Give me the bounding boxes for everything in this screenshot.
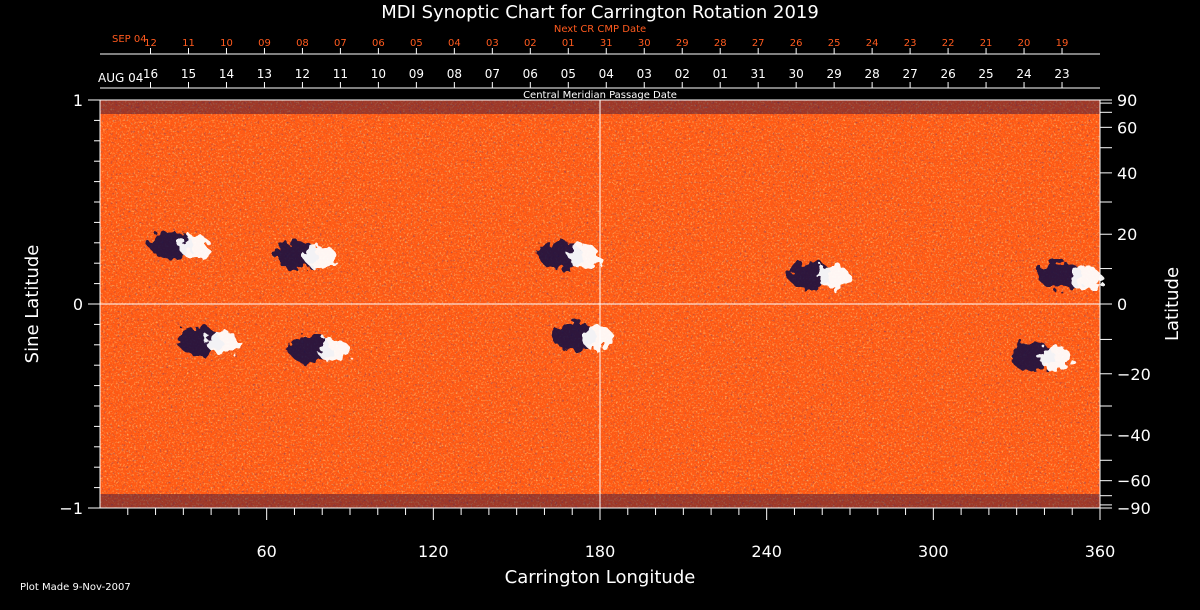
cmp-date-label: 04 <box>599 67 614 81</box>
cmp-date-label: 02 <box>675 67 690 81</box>
next-cr-date-label: 23 <box>904 38 917 49</box>
next-cr-date-label: 02 <box>524 38 537 49</box>
cmp-date-label: 30 <box>789 67 804 81</box>
next-cr-date-label: 21 <box>980 38 993 49</box>
cmp-date-label: 26 <box>940 67 955 81</box>
next-cr-date-label: 27 <box>752 38 765 49</box>
next-cr-date-label: 11 <box>182 38 195 49</box>
cmp-date-axis: 16 15 14 13 12 11 10 09 08 07 06 05 04 03 02 01 31 30 29 28… <box>100 67 1100 89</box>
next-cr-date-label: 19 <box>1056 38 1069 49</box>
cmp-date-label: 24 <box>1016 67 1031 81</box>
cmp-date-label: 07 <box>485 67 500 81</box>
cmp-date-label: 13 <box>257 67 272 81</box>
next-cr-date-label: 12 <box>144 38 157 49</box>
longitude-axis: 60 120 180 240 300 360 <box>100 507 1116 561</box>
y-right-tick-label: −60 <box>1117 472 1151 491</box>
cmp-date-label: 05 <box>561 67 576 81</box>
y-axis-left-title: Sine Latitude <box>22 245 43 364</box>
region-positive <box>179 234 212 259</box>
next-cr-date-label: 06 <box>372 38 385 49</box>
cmp-date-label: 29 <box>827 67 842 81</box>
y-left-tick-label: 1 <box>73 91 83 110</box>
cmp-date-label: 10 <box>371 67 386 81</box>
y-right-tick-label: −40 <box>1117 426 1151 445</box>
y-right-tick-label: 60 <box>1117 118 1137 137</box>
cmp-date-label: 11 <box>333 67 348 81</box>
plot-made-note: Plot Made 9-Nov-2007 <box>20 582 131 593</box>
y-left-tick-label: −1 <box>59 499 83 518</box>
cmp-date-label: 27 <box>902 67 917 81</box>
cmp-date-label: 06 <box>523 67 538 81</box>
next-cr-date-label: 03 <box>486 38 499 49</box>
sine-latitude-axis: 1 0 −1 <box>59 91 101 518</box>
region-positive <box>318 338 351 363</box>
next-cr-date-label: 04 <box>448 38 461 49</box>
latitude-axis: 90 60 40 20 0 −20 −40 −60 −90 <box>1099 91 1151 518</box>
x-tick-label: 60 <box>256 542 276 561</box>
cmp-date-label: 12 <box>295 67 310 81</box>
next-cr-axis: 12 11 10 09 08 07 06 05 04 03 02 01 31 30 29 28 27 26 25 24… <box>100 38 1100 55</box>
next-cr-date-label: 01 <box>562 38 575 49</box>
next-cr-date-label: 25 <box>828 38 841 49</box>
region-positive <box>568 245 601 270</box>
next-cr-date-label: 24 <box>866 38 879 49</box>
next-cr-date-label: 22 <box>942 38 955 49</box>
y-right-tick-label: −90 <box>1117 499 1151 518</box>
cmp-date-label: 08 <box>447 67 462 81</box>
next-cr-date-label: 10 <box>220 38 233 49</box>
y-right-tick-label: −20 <box>1117 365 1151 384</box>
x-axis-title: Carrington Longitude <box>505 567 696 588</box>
next-cr-date-label: 28 <box>714 38 727 49</box>
cmp-start-label: AUG 04 <box>98 71 143 85</box>
region-positive <box>304 245 337 270</box>
region-positive <box>1040 347 1073 372</box>
active-regions <box>149 230 1101 372</box>
region-positive <box>207 330 240 355</box>
x-tick-label: 240 <box>751 542 782 561</box>
chart-title: MDI Synoptic Chart for Carrington Rotati… <box>381 2 819 23</box>
y-left-tick-label: 0 <box>73 295 83 314</box>
x-tick-label: 360 <box>1085 542 1116 561</box>
next-cr-date-label: 05 <box>410 38 423 49</box>
cmp-axis-label: Central Meridian Passage Date <box>523 90 677 101</box>
region-positive <box>818 265 851 290</box>
x-tick-label: 180 <box>585 542 616 561</box>
next-cr-start-label: SEP 04 <box>112 34 147 45</box>
next-cr-date-label: 29 <box>676 38 689 49</box>
y-axis-right-title: Latitude <box>1162 267 1183 341</box>
cmp-date-label: 09 <box>409 67 424 81</box>
next-cr-date-label: 31 <box>600 38 613 49</box>
next-cr-date-label: 09 <box>258 38 271 49</box>
cmp-date-label: 03 <box>637 67 652 81</box>
cmp-date-label: 16 <box>143 67 158 81</box>
x-tick-label: 300 <box>918 542 949 561</box>
y-right-tick-label: 90 <box>1117 91 1137 110</box>
region-positive <box>1068 265 1101 290</box>
next-cr-date-label: 30 <box>638 38 651 49</box>
next-cr-date-label: 07 <box>334 38 347 49</box>
next-cr-axis-label: Next CR CMP Date <box>554 24 646 35</box>
cmp-date-label: 28 <box>864 67 879 81</box>
next-cr-date-label: 26 <box>790 38 803 49</box>
cmp-date-label: 15 <box>181 67 196 81</box>
region-positive <box>582 326 615 351</box>
y-right-tick-label: 40 <box>1117 164 1137 183</box>
next-cr-date-label: 08 <box>296 38 309 49</box>
cmp-date-label: 31 <box>751 67 766 81</box>
y-right-tick-label: 20 <box>1117 225 1137 244</box>
next-cr-date-label: 20 <box>1018 38 1031 49</box>
cmp-date-label: 25 <box>978 67 993 81</box>
x-tick-label: 120 <box>418 542 449 561</box>
cmp-date-label: 23 <box>1054 67 1069 81</box>
y-right-tick-label: 0 <box>1117 295 1127 314</box>
cmp-date-label: 01 <box>713 67 728 81</box>
cmp-date-label: 14 <box>219 67 234 81</box>
plot-area <box>99 99 1101 509</box>
